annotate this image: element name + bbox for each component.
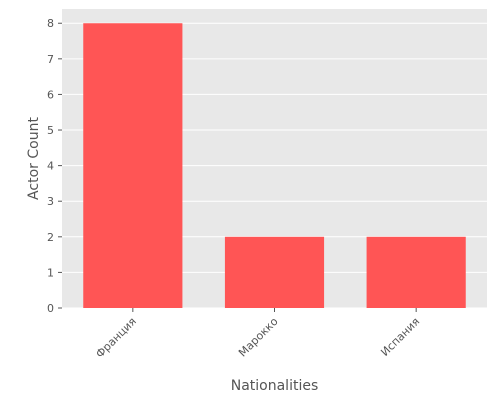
x-tick-label: Испания [378, 315, 422, 359]
y-axis-ticks: 0 1 2 3 4 5 6 7 8 [47, 17, 62, 315]
y-tick-label: 8 [47, 17, 54, 30]
y-axis-label: Actor Count [26, 117, 42, 200]
bar [366, 236, 466, 308]
y-tick-label: 5 [47, 124, 54, 137]
x-tick-label: Марокко [236, 315, 281, 360]
y-tick-label: 6 [47, 88, 54, 101]
bars [83, 23, 466, 308]
y-tick-label: 3 [47, 195, 54, 208]
bar [83, 23, 183, 308]
y-tick-label: 1 [47, 266, 54, 279]
x-tick-label: Франция [93, 315, 139, 361]
bar [224, 236, 325, 308]
y-tick-label: 7 [47, 53, 54, 66]
y-tick-label: 4 [47, 160, 54, 173]
x-axis-label: Nationalities [231, 378, 319, 394]
x-axis-ticks: Франция Марокко Испания [93, 308, 422, 361]
y-tick-label: 0 [47, 302, 54, 315]
y-tick-label: 2 [47, 231, 54, 244]
